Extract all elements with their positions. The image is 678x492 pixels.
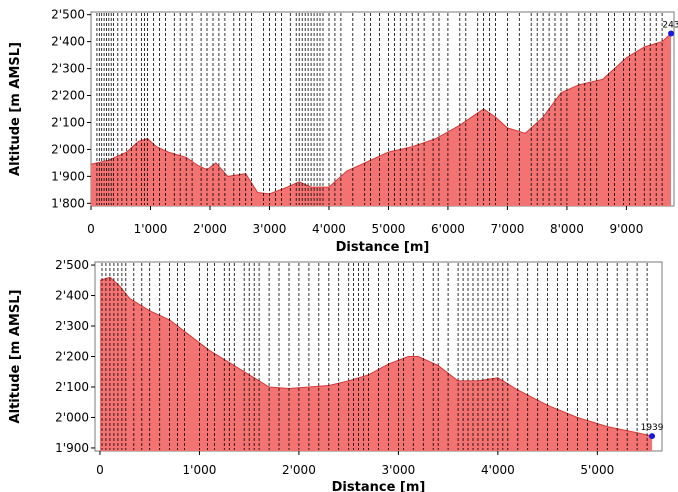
y-tick-label: 2'300 bbox=[55, 319, 89, 333]
x-tick-label: 5'000 bbox=[372, 222, 406, 236]
y-tick-label: 1'800 bbox=[51, 196, 85, 210]
x-tick-label: 2'000 bbox=[193, 222, 227, 236]
x-tick-label: 1'000 bbox=[183, 463, 217, 477]
y-tick-label: 2'200 bbox=[51, 89, 85, 103]
x-tick-label: 3'000 bbox=[381, 463, 415, 477]
profile-area bbox=[100, 277, 653, 451]
end-point-marker bbox=[668, 30, 675, 37]
y-tick-label: 2'400 bbox=[55, 289, 89, 303]
x-tick-label: 7'000 bbox=[491, 222, 525, 236]
y-tick-label: 2'100 bbox=[55, 380, 89, 394]
y-tick-label: 2'100 bbox=[51, 115, 85, 129]
y-tick-label: 1'900 bbox=[55, 441, 89, 455]
chart-top: 1'800 1'900 2'000 2'100 2'200 2'300 2'400 2'500… bbox=[8, 8, 678, 255]
y-tick-label: 2'200 bbox=[55, 350, 89, 364]
chart-bottom: 1'900 2'000 2'100 2'200 2'300 2'400 2'500 0 1'00… bbox=[8, 258, 664, 492]
y-tick-label: 2'000 bbox=[55, 410, 89, 424]
x-tick-label: 9'000 bbox=[609, 222, 643, 236]
x-tick-label: 3'000 bbox=[253, 222, 287, 236]
end-point-label: 1939 bbox=[641, 423, 664, 433]
x-tick-label: 4'000 bbox=[312, 222, 346, 236]
x-axis-label: Distance [m] bbox=[332, 480, 426, 492]
x-axis-label: Distance [m] bbox=[336, 240, 430, 255]
y-tick-label: 1'900 bbox=[51, 169, 85, 183]
y-tick-label: 2'000 bbox=[51, 142, 85, 156]
profile-area bbox=[91, 33, 671, 206]
x-tick-label: 2'000 bbox=[282, 463, 316, 477]
y-axis-label: Altitude [m AMSL] bbox=[8, 290, 23, 424]
end-point-marker bbox=[649, 433, 656, 440]
y-axis-label: Altitude [m AMSL] bbox=[8, 42, 23, 176]
x-tick-label: 8'000 bbox=[550, 222, 584, 236]
profile-line bbox=[90, 33, 672, 195]
x-tick-label: 1'000 bbox=[134, 222, 168, 236]
y-tick-label: 2'500 bbox=[51, 8, 85, 22]
y-tick-label: 2'500 bbox=[55, 258, 89, 272]
x-tick-label: 5'000 bbox=[580, 463, 614, 477]
x-tick-label: 6'000 bbox=[431, 222, 465, 236]
x-tick-label: 4'000 bbox=[481, 463, 515, 477]
x-tick-label: 0 bbox=[96, 463, 104, 477]
y-tick-label: 2'300 bbox=[51, 62, 85, 76]
x-tick-label: 0 bbox=[87, 222, 95, 236]
y-tick-label: 2'400 bbox=[51, 35, 85, 49]
end-point-label: 243 bbox=[662, 21, 678, 31]
